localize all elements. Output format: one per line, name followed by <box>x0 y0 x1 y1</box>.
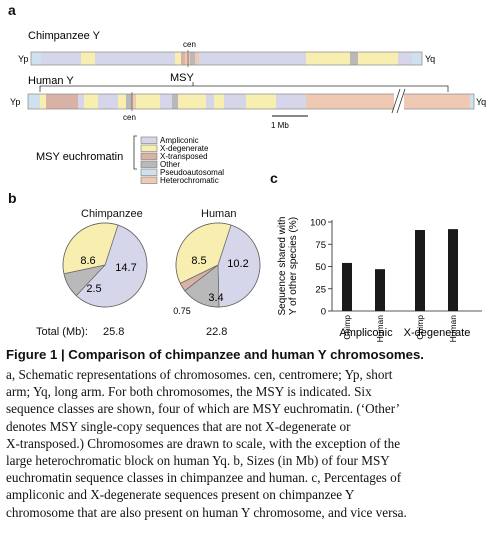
legend-swatch <box>140 168 158 176</box>
x-tick-label: Human <box>375 315 385 342</box>
sequence-class-legend: MSY euchromatin AmpliconicX-degenerateX-… <box>36 135 224 185</box>
caption-line: ampliconic and X-degenerate sequences pr… <box>6 487 355 503</box>
chimp-y-label: Chimpanzee Y <box>28 30 101 42</box>
caption-line: sequence classes are shown, four of whic… <box>6 401 401 417</box>
human-pie-title: Human <box>201 208 237 220</box>
chimp-total: 25.8 <box>103 326 125 338</box>
pie-value-label: 8.5 <box>191 255 206 267</box>
pie-value-label: 14.7 <box>115 262 136 274</box>
legend-item-label: Heterochromatic <box>160 176 219 185</box>
chimp-cen-label: cen <box>183 40 196 49</box>
pie-value-label: 0.75 <box>173 306 191 316</box>
legend-item-label: X-transposed <box>160 152 208 161</box>
bar <box>375 269 385 311</box>
legend-item-label: X-degenerate <box>160 144 209 153</box>
chimp-pie-title: Chimpanzee <box>81 208 143 220</box>
panel-label-b: b <box>8 190 17 206</box>
figure-caption-body: a, Schematic representations of chromoso… <box>6 366 496 521</box>
caption-line: arm; Yq, long arm. For both chromosomes,… <box>6 384 372 400</box>
legend-item-label: Other <box>160 160 180 169</box>
legend-swatch <box>140 160 158 168</box>
y-tick-label: 25 <box>315 284 326 295</box>
chromosome-diagram: Chimpanzee Y cen Yp Yq MSY Human Y Yp Yq <box>10 30 486 185</box>
chimp-chromosome-bar <box>30 50 423 67</box>
legend-item-label: Ampliconic <box>160 136 199 145</box>
y-tick-label: 100 <box>310 218 326 229</box>
caption-line: large heterochromatic block on human Yq.… <box>6 453 390 469</box>
group-label: Ampliconic <box>339 327 393 339</box>
bar-chart-ylabel: Sequence shared withY of other species (… <box>277 217 299 316</box>
legend-title: MSY euchromatin <box>36 151 123 163</box>
legend-swatch <box>140 176 158 184</box>
bar <box>342 262 352 311</box>
pie-value-label: 10.2 <box>227 258 248 270</box>
pie-value-label: 8.6 <box>80 255 95 267</box>
y-tick-label: 50 <box>315 262 326 273</box>
bar <box>448 229 458 311</box>
legend-swatch <box>140 136 158 144</box>
human-y-label: Human Y <box>28 75 74 87</box>
caption-line: euchromatin sequence classes in chimpanz… <box>6 470 402 486</box>
caption-line: X-transposed.) Chromosomes are drawn to … <box>6 435 401 451</box>
chimp-yp-label: Yp <box>18 54 28 64</box>
caption-line: a, Schematic representations of chromoso… <box>6 367 393 382</box>
shared-sequence-bar-chart: Sequence shared withY of other species (… <box>277 217 482 342</box>
human-total: 22.8 <box>206 326 228 338</box>
legend-swatch <box>140 152 158 160</box>
panel-label-c: c <box>270 170 278 186</box>
human-cen-label: cen <box>123 113 136 122</box>
msy-bracket <box>39 85 449 92</box>
panel-label-a: a <box>8 2 16 18</box>
x-tick-label: Chimp <box>342 315 352 340</box>
human-yq-label: Yq <box>476 97 486 107</box>
y-tick-label: 0 <box>321 307 326 318</box>
group-label: X-degenerate <box>404 327 471 339</box>
chimp-yq-label: Yq <box>425 54 435 64</box>
human-chromosome-bar <box>27 88 475 114</box>
caption-line: chromosome that are also present on huma… <box>6 504 407 520</box>
scale-bar-label: 1 Mb <box>271 121 289 130</box>
legend-item-label: Pseudoautosomal <box>160 168 224 177</box>
pie-value-label: 3.4 <box>208 292 223 304</box>
legend-swatch <box>140 144 158 152</box>
x-tick-label: Human <box>448 315 458 342</box>
y-tick-label: 75 <box>315 240 326 251</box>
pie-charts: 8.6 14.7 2.5 8.5 10.2 3.4 0.75 <box>62 222 261 316</box>
msy-label: MSY <box>170 72 195 84</box>
pie-total-label: Total (Mb): <box>36 326 88 338</box>
human-yp-label: Yp <box>10 97 20 107</box>
bar <box>415 230 425 311</box>
pie-value-label: 2.5 <box>86 283 101 295</box>
figure-caption-title: Figure 1 | Comparison of chimpanzee and … <box>6 347 424 362</box>
x-tick-label: Chimp <box>415 315 425 340</box>
caption-line: denotes MSY single-copy sequences that a… <box>6 418 351 434</box>
